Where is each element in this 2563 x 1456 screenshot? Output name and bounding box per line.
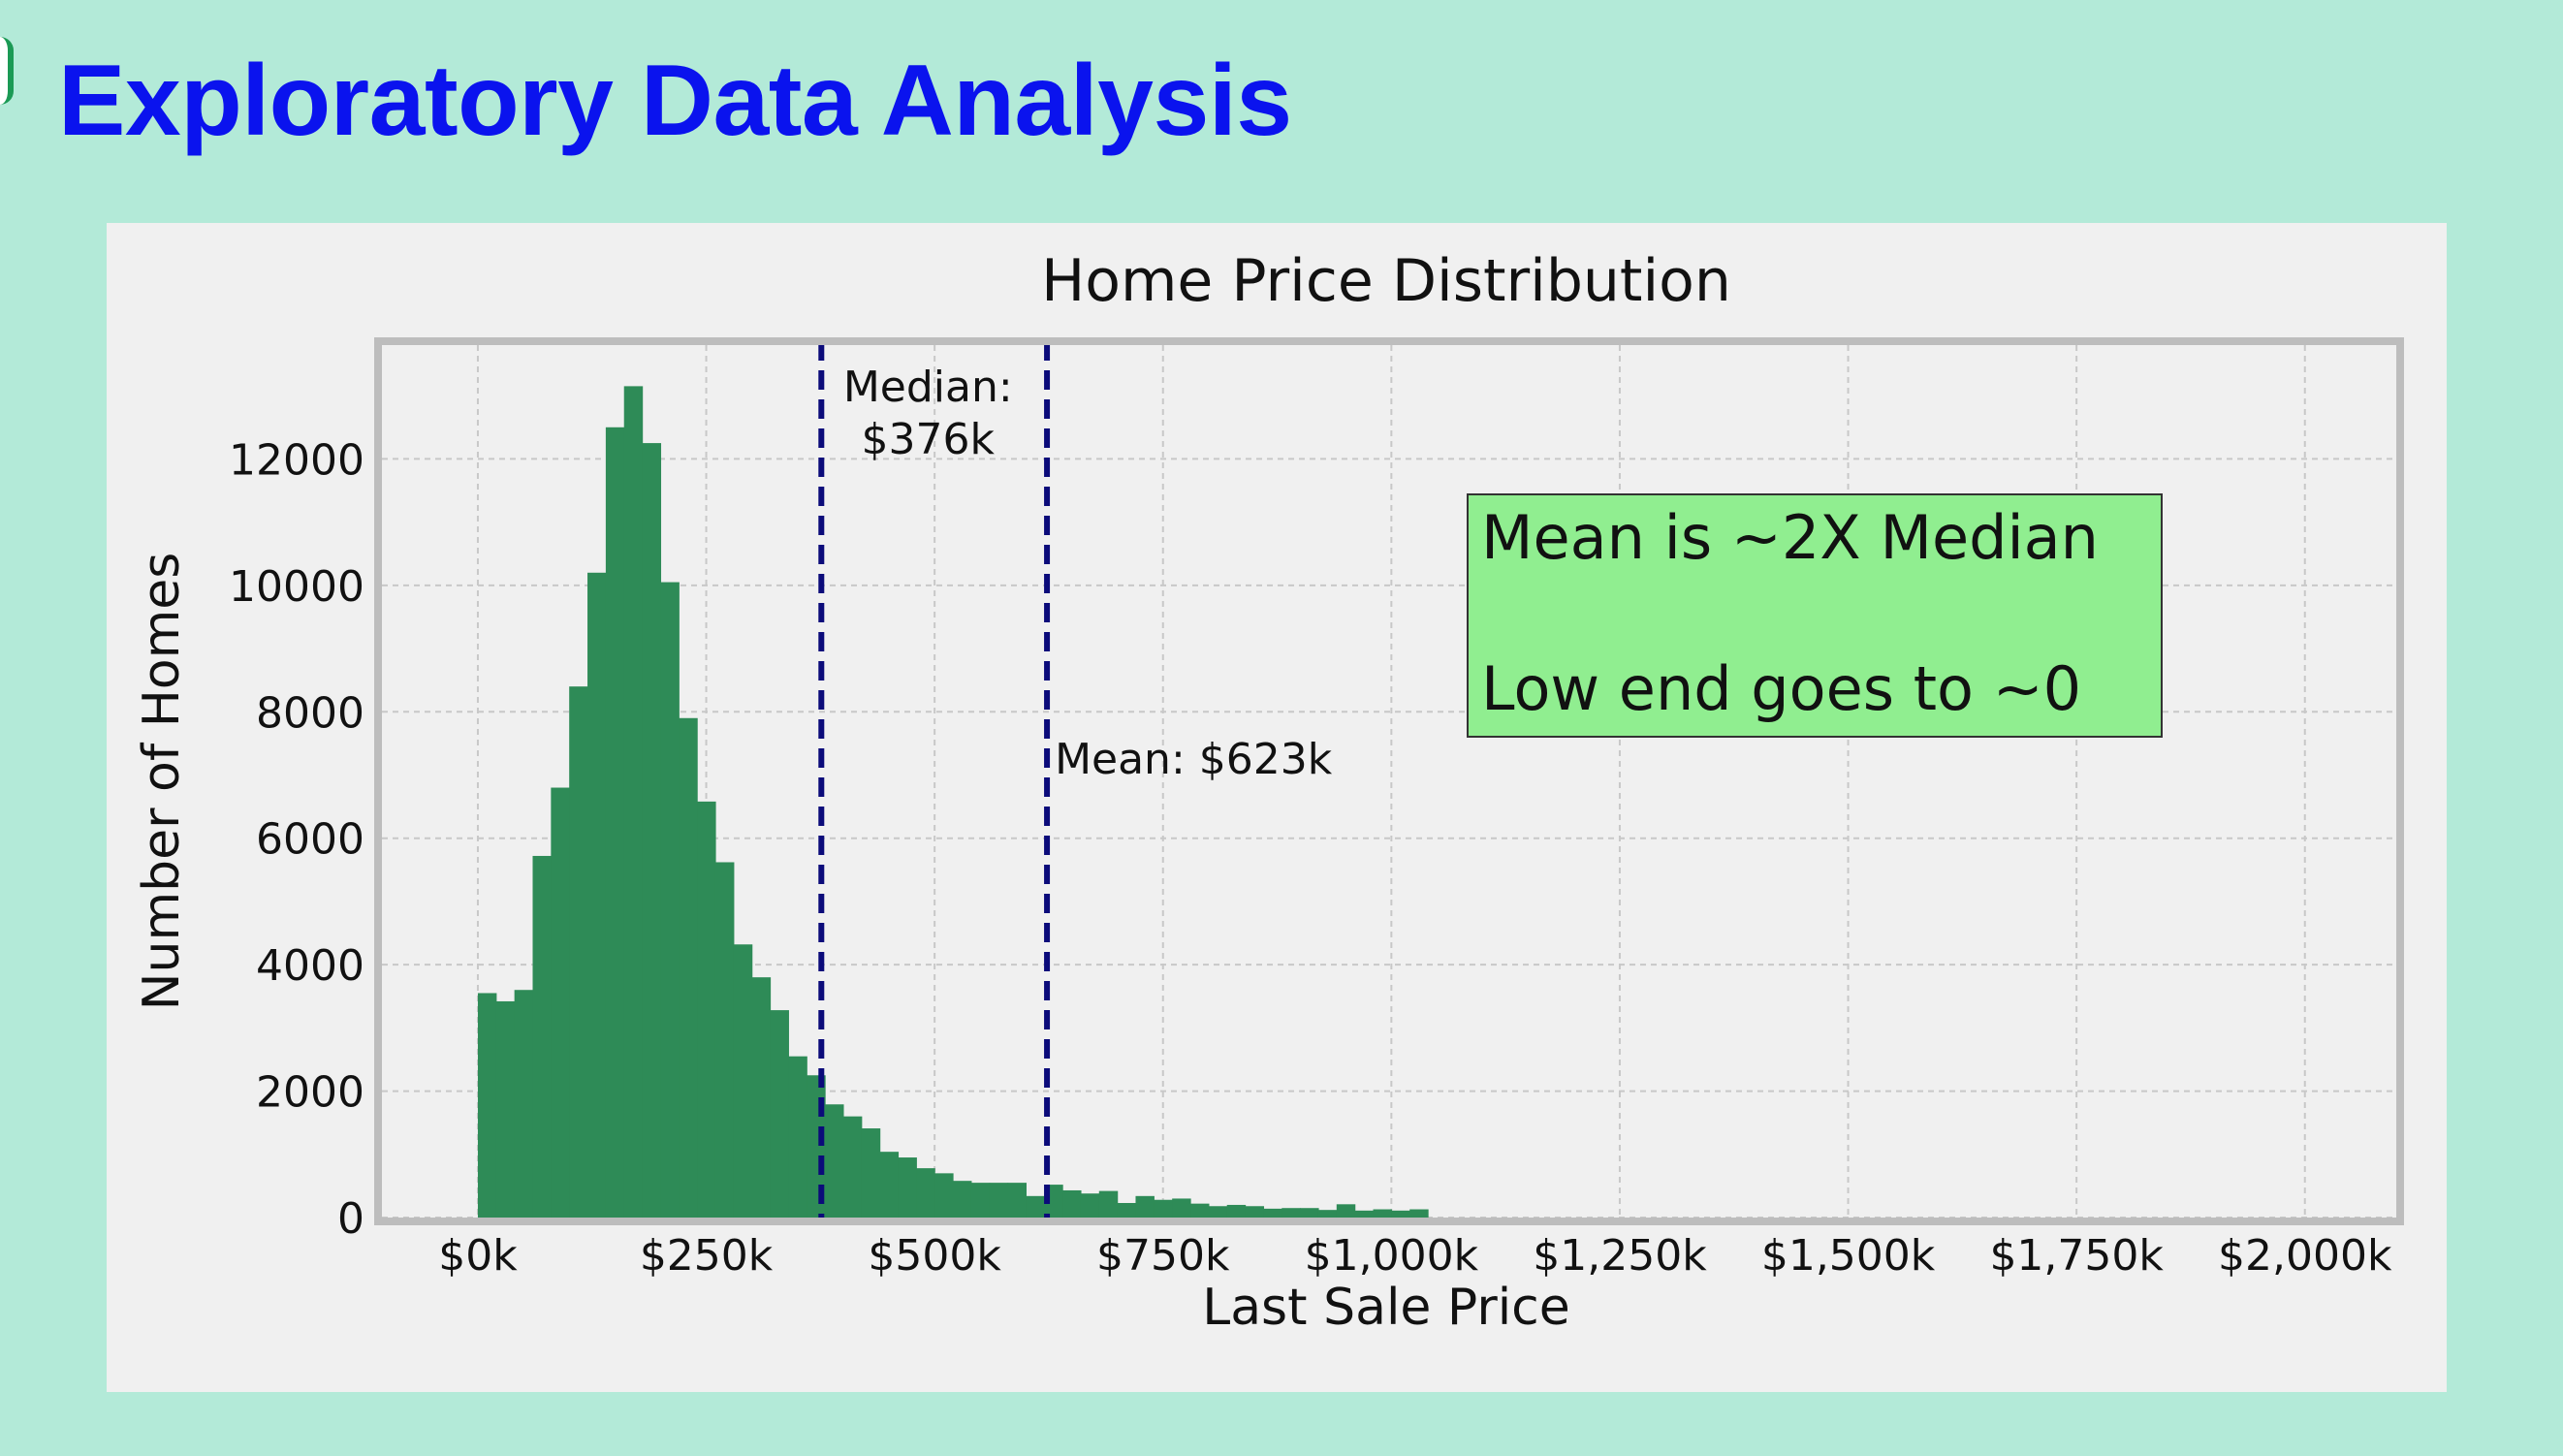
chart-title: Home Price Distribution [1041,247,1731,315]
y-tick-label: 6000 [256,815,364,865]
histogram-bar [1373,1209,1392,1218]
histogram-bar [1245,1206,1265,1218]
histogram-chart: Home Price Distribution Median:$376k Mean… [133,247,2404,1337]
y-axis-ticks: 0 2000 4000 6000 8000 10000 12000 [229,435,364,1244]
histogram-bar [477,993,497,1218]
histogram-bar [1117,1203,1137,1218]
histogram-bar [569,686,588,1218]
histogram-bar [1317,1210,1338,1218]
y-tick-label: 2000 [256,1068,364,1118]
histogram-bar [970,1183,991,1218]
histogram-bar [1300,1208,1319,1218]
x-tick-label: $1,500k [1761,1231,1936,1281]
histogram-bar [1336,1204,1356,1218]
histogram-bar [788,1056,807,1218]
logo-icon [0,37,14,105]
histogram-bar [1080,1193,1100,1218]
annotation-line: Mean is ~2X Median [1481,502,2099,573]
histogram-bar [733,944,753,1218]
histogram-bar [1391,1210,1410,1218]
histogram-bar [1282,1208,1301,1218]
histogram-bar [989,1183,1009,1218]
x-tick-label: $2,000k [2218,1231,2392,1281]
y-tick-label: 0 [337,1194,364,1244]
chart-panel: Home Price Distribution Median: $376k Mean… [107,223,2447,1392]
mean-label: Mean: $623k [1055,735,1333,784]
x-tick-label: $0k [438,1231,518,1281]
x-tick-label: $750k [1096,1231,1230,1281]
annotation-line: Low end goes to ~0 [1481,653,2081,724]
histogram-bar [660,582,680,1218]
histogram-bar [1409,1209,1429,1218]
histogram-bar [1098,1190,1119,1218]
y-axis-label: Number of Homes [133,553,191,1011]
y-tick-label: 10000 [229,562,364,612]
annotation-box: Mean is ~2X Median Low end goes to ~0 [1467,493,2163,738]
median-label: Median: [843,363,1013,412]
y-tick-label: 12000 [229,435,364,485]
histogram-bar [605,427,625,1218]
histogram-bar [587,572,607,1218]
x-tick-label: $1,250k [1533,1231,1707,1281]
histogram-bar [1135,1195,1155,1218]
histogram-bar [1190,1203,1210,1218]
histogram-bar [898,1157,917,1218]
reference-lines: Median:$376k Mean: $623k [818,341,1333,1218]
histogram-bar [1154,1199,1173,1218]
histogram-bar [916,1168,935,1218]
histogram-bar [697,801,716,1218]
histogram-bars [477,386,1429,1218]
histogram-bar [679,717,698,1218]
histogram-bar [770,1010,789,1218]
histogram-bar [1062,1189,1082,1218]
y-tick-label: 4000 [256,941,364,991]
histogram-bar [514,990,534,1218]
histogram-bar [1354,1210,1375,1218]
histogram-bar [825,1104,844,1218]
histogram-bar [751,977,772,1218]
histogram-bar [879,1152,900,1218]
histogram-bar [495,1000,516,1218]
x-tick-label: $1,750k [1989,1231,2164,1281]
median-label: $376k [862,415,996,464]
histogram-bar [934,1173,954,1218]
annotation-background [1467,493,2163,738]
histogram-bar [1007,1183,1027,1218]
x-tick-label: $1,000k [1305,1231,1479,1281]
histogram-bar [532,855,552,1218]
y-tick-label: 8000 [256,688,364,738]
histogram-bar [1208,1206,1228,1218]
histogram-bar [551,787,570,1218]
x-tick-label: $500k [868,1231,1001,1281]
plot-frame [374,337,2404,1225]
page-title: Exploratory Data Analysis [58,45,1292,157]
x-tick-label: $250k [640,1231,774,1281]
histogram-bar [642,443,662,1218]
histogram-bar [953,1181,972,1218]
x-axis-label: Last Sale Price [1202,1279,1570,1337]
histogram-bar [1026,1195,1045,1218]
histogram-bar [623,386,644,1218]
histogram-bar [861,1128,881,1218]
histogram-bar [714,862,735,1218]
x-axis-ticks: $0k $250k $500k $750k $1,000k $1,250k $1,500k $… [438,1231,2392,1281]
histogram-bar [842,1116,863,1218]
histogram-bar [1226,1204,1247,1218]
histogram-bar [1263,1208,1282,1218]
histogram-bar [1172,1198,1191,1218]
